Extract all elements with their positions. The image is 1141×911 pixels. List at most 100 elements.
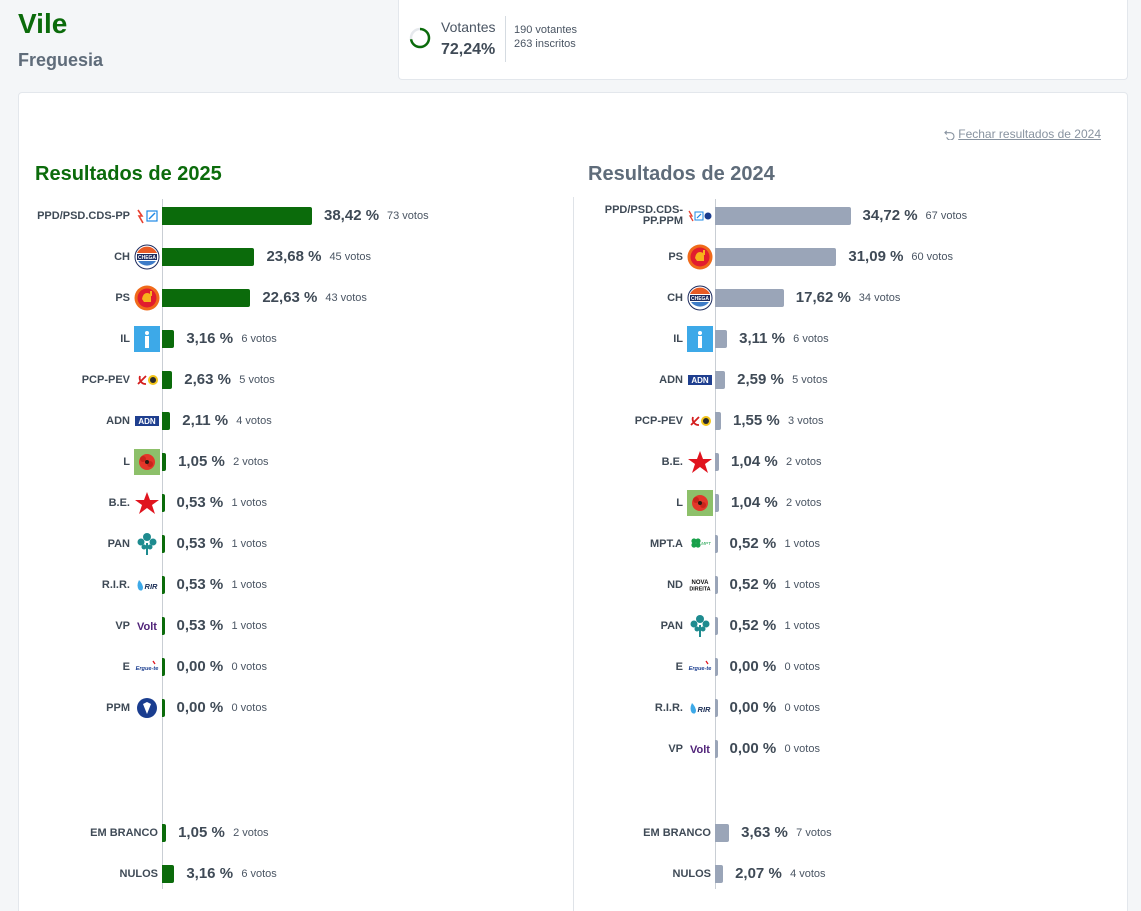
party-row: R.I.R. RIR 0,53 % 1 votos [102, 570, 267, 600]
vote-bar [715, 330, 728, 348]
turnout-card: Votantes 72,24% 190 votantes 263 inscrit… [398, 0, 1128, 80]
vote-bar [715, 248, 837, 266]
livre-logo-icon [134, 449, 160, 475]
svg-text:Ergue-te: Ergue-te [136, 666, 159, 672]
vote-percent: 0,00 % [729, 740, 777, 757]
cdu-logo-icon [687, 408, 713, 434]
vote-percent: 0,52 % [729, 535, 777, 552]
vote-bar [715, 494, 720, 512]
vote-count: 1 votos [231, 497, 267, 509]
ps-logo-icon [134, 285, 160, 311]
place-title: Vile [18, 8, 68, 39]
vote-bar [715, 535, 718, 553]
vote-percent: 17,62 % [795, 289, 851, 306]
extra-row: EM BRANCO 1,05 % 2 votos [90, 818, 269, 848]
vote-count: 6 votos [793, 333, 829, 345]
party-label: CH [114, 250, 130, 263]
be-logo-icon [687, 449, 713, 475]
vote-count: 0 votos [784, 661, 820, 673]
vote-count: 1 votos [784, 620, 820, 632]
vote-bar [162, 699, 165, 717]
registered-count: 263 inscritos [514, 38, 576, 50]
vote-percent: 1,04 % [731, 494, 778, 511]
vote-count: 67 votos [925, 210, 968, 222]
party-label: PCP-PEV [634, 414, 683, 427]
party-row: VP Volt 0,00 % 0 votos [668, 734, 820, 764]
vote-count: 0 votos [784, 702, 820, 714]
party-label: IL [120, 332, 130, 345]
vote-count: 2 votos [786, 456, 822, 468]
livre-logo-icon [687, 490, 713, 516]
vote-percent: 1,04 % [731, 453, 778, 470]
party-row: PS 31,09 % 60 votos [668, 242, 953, 272]
party-label: R.I.R. [654, 701, 683, 714]
results-2025-title: Resultados de 2025 [35, 163, 222, 185]
party-label: PAN [107, 537, 130, 550]
party-row: E Ergue-te 0,00 % 0 votos [123, 652, 267, 682]
vote-percent: 0,52 % [729, 576, 777, 593]
results-card: Fechar resultados de 2024 Resultados de … [18, 92, 1128, 911]
party-label: EM BRANCO [90, 826, 158, 839]
party-label: ADN [106, 414, 130, 427]
volt-logo-icon: Volt [687, 736, 713, 762]
vote-count: 7 votos [796, 827, 832, 839]
party-label: VP [115, 619, 130, 632]
party-row: IL 3,11 % 6 votos [673, 324, 829, 354]
vote-percent: 1,05 % [178, 453, 225, 470]
ergue-te-logo-icon: Ergue-te [687, 654, 713, 680]
adn-logo-icon: ADN [134, 408, 160, 434]
party-label: VP [668, 742, 683, 755]
party-label: L [676, 496, 683, 509]
vote-count: 4 votos [236, 415, 272, 427]
party-label: B.E. [661, 455, 683, 468]
close-2024-results-link[interactable]: Fechar resultados de 2024 [944, 127, 1101, 141]
svg-text:ADN: ADN [691, 376, 709, 385]
party-row: CH CHEGA 23,68 % 45 votos [114, 242, 371, 272]
party-row: PPM 0,00 % 0 votos [106, 693, 267, 723]
vote-percent: 3,16 % [186, 865, 234, 882]
vote-bar [715, 207, 851, 225]
svg-text:MPT: MPT [701, 541, 712, 546]
party-row: L 1,04 % 2 votos [676, 488, 822, 518]
vote-percent: 2,59 % [737, 371, 784, 388]
voters-count: 190 votantes [514, 24, 577, 36]
ppm-logo-icon [134, 695, 160, 721]
party-row: PS 22,63 % 43 votos [115, 283, 367, 313]
vote-count: 2 votos [786, 497, 822, 509]
chega-logo-icon: CHEGA [687, 285, 713, 311]
vote-percent: 0,00 % [729, 658, 777, 675]
psd-cds-logo-icon [134, 203, 160, 229]
party-label: PPD/PSD.CDS-PP [37, 209, 130, 222]
vote-percent: 0,52 % [729, 617, 777, 634]
pan-logo-icon [134, 531, 160, 557]
party-label: L [123, 455, 130, 468]
vote-bar [715, 371, 726, 389]
vote-bar [162, 453, 167, 471]
mpt-logo-icon: MPT [687, 531, 713, 557]
vote-bar [162, 371, 173, 389]
vote-percent: 1,55 % [733, 412, 780, 429]
party-row: B.E. 1,04 % 2 votos [662, 447, 822, 477]
party-row: B.E. 0,53 % 1 votos [109, 488, 267, 518]
vote-percent: 3,16 % [186, 330, 234, 347]
vote-bar [162, 658, 165, 676]
party-label: PPM [106, 701, 130, 714]
party-row: PAN 0,52 % 1 votos [661, 611, 820, 641]
extra-row: EM BRANCO 3,63 % 7 votos [643, 818, 832, 848]
vote-bar [162, 289, 251, 307]
vote-bar [162, 824, 167, 842]
svg-text:Volt: Volt [137, 621, 157, 633]
svg-text:NOVA: NOVA [692, 580, 710, 586]
vote-bar [162, 207, 312, 225]
vote-percent: 0,00 % [729, 699, 777, 716]
vote-bar [715, 453, 720, 471]
results-2024-title: Resultados de 2024 [588, 163, 775, 185]
vote-bar [715, 576, 718, 594]
svg-text:CHEGA: CHEGA [138, 255, 156, 261]
party-row: PCP-PEV 2,63 % 5 votos [82, 365, 275, 395]
il-logo-icon [687, 326, 713, 352]
extra-row: NULOS 3,16 % 6 votos [120, 859, 277, 889]
vote-bar [162, 617, 165, 635]
vote-count: 1 votos [784, 538, 820, 550]
party-label: ADN [659, 373, 683, 386]
